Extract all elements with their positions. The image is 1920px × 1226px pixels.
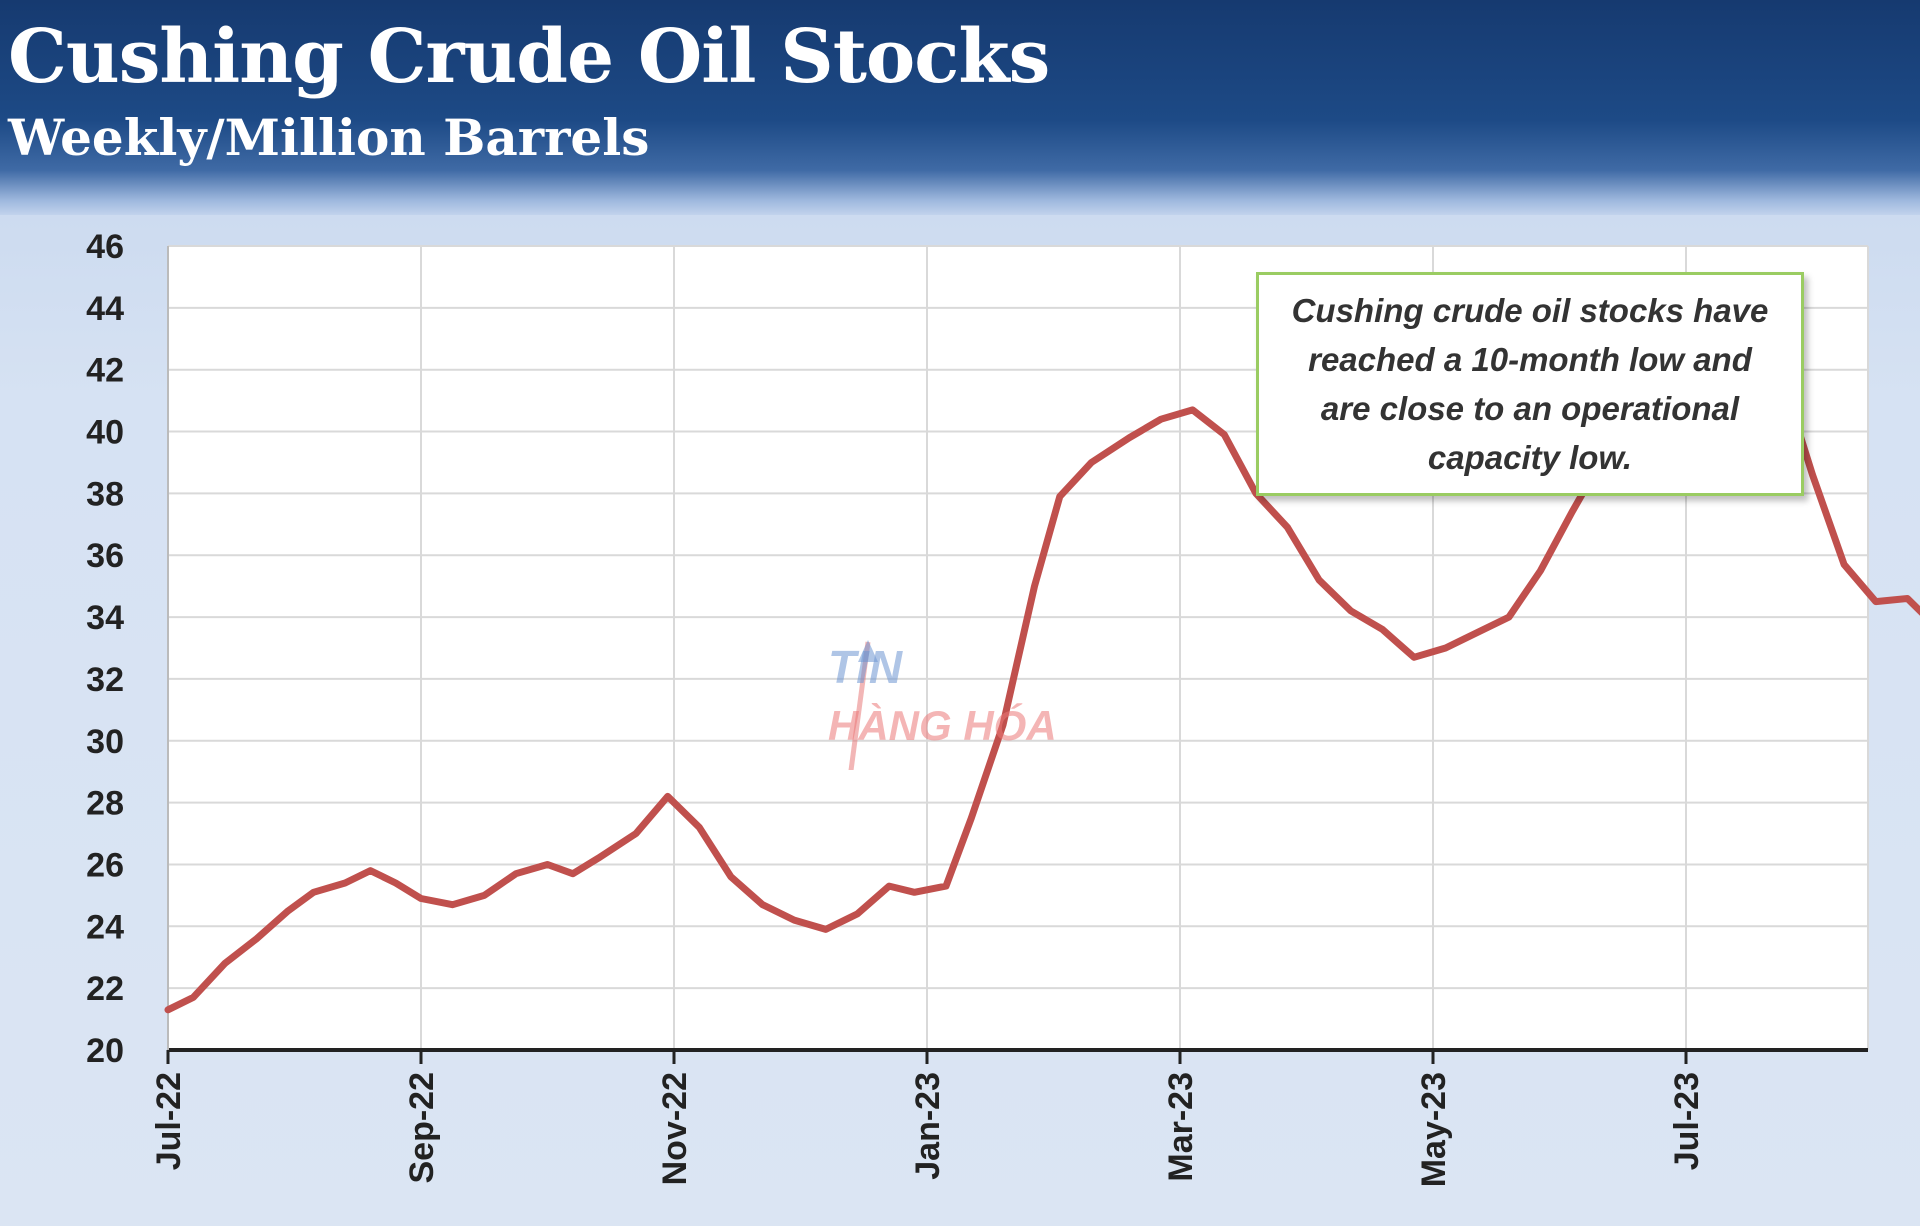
- annotation-line: are close to an operational: [1320, 390, 1740, 427]
- y-tick-label: 32: [86, 661, 124, 699]
- x-tick-label: Jul-22: [150, 1072, 188, 1170]
- y-tick-label: 26: [86, 846, 124, 884]
- y-tick-label: 28: [86, 785, 124, 823]
- x-tick-label: Sep-22: [403, 1072, 441, 1184]
- watermark-text-hang-hoa: HÀNG HÓA: [828, 702, 1057, 749]
- header-banner: Cushing Crude Oil Stocks Weekly/Million …: [0, 0, 1920, 215]
- y-axis-ticks: 20 22 24 26 28 30 32 34 36 38 40 42 44 46: [86, 228, 124, 1070]
- watermark-arrow-icon: [848, 640, 878, 770]
- series-group: [164, 329, 1920, 1014]
- x-tick-label: Mar-23: [1162, 1072, 1200, 1182]
- watermark-text-tin: TIN: [828, 641, 903, 693]
- chart-title: Cushing Crude Oil Stocks: [8, 14, 1050, 100]
- y-tick-label: 38: [86, 475, 124, 513]
- y-tick-label: 24: [86, 908, 124, 946]
- y-tick-label: 40: [86, 414, 124, 452]
- y-tick-label: 34: [86, 599, 124, 637]
- annotation-line: reached a 10-month low and: [1308, 341, 1752, 378]
- y-tick-label: 30: [86, 723, 124, 761]
- y-tick-label: 20: [86, 1032, 124, 1070]
- x-tick-label: Jul-23: [1668, 1072, 1706, 1170]
- annotation-line: capacity low.: [1427, 439, 1633, 476]
- x-axis-ticks: Jul-22 Sep-22 Nov-22 Jan-23 Mar-23 May-23 Jul-…: [150, 1072, 1706, 1187]
- y-tick-label: 42: [86, 352, 124, 390]
- annotation-line: Cushing crude oil stocks have: [1291, 292, 1769, 329]
- x-tick-label: May-23: [1415, 1072, 1453, 1187]
- axes: [166, 246, 1868, 1064]
- x-tick-label: Jan-23: [909, 1072, 947, 1180]
- annotation-box: Cushing crude oil stocks have reached a …: [1256, 272, 1804, 496]
- y-tick-label: 44: [86, 290, 124, 328]
- watermark-logo: TIN HÀNG HÓA: [820, 640, 1120, 770]
- y-tick-label: 46: [86, 228, 124, 266]
- y-tick-label: 22: [86, 970, 124, 1008]
- x-tick-label: Nov-22: [656, 1072, 694, 1185]
- annotation-text: Cushing crude oil stocks have reached a …: [1292, 286, 1769, 482]
- series-line-cushing-stocks: [164, 329, 1920, 1014]
- y-tick-label: 36: [86, 537, 124, 575]
- chart-subtitle: Weekly/Million Barrels: [8, 108, 650, 167]
